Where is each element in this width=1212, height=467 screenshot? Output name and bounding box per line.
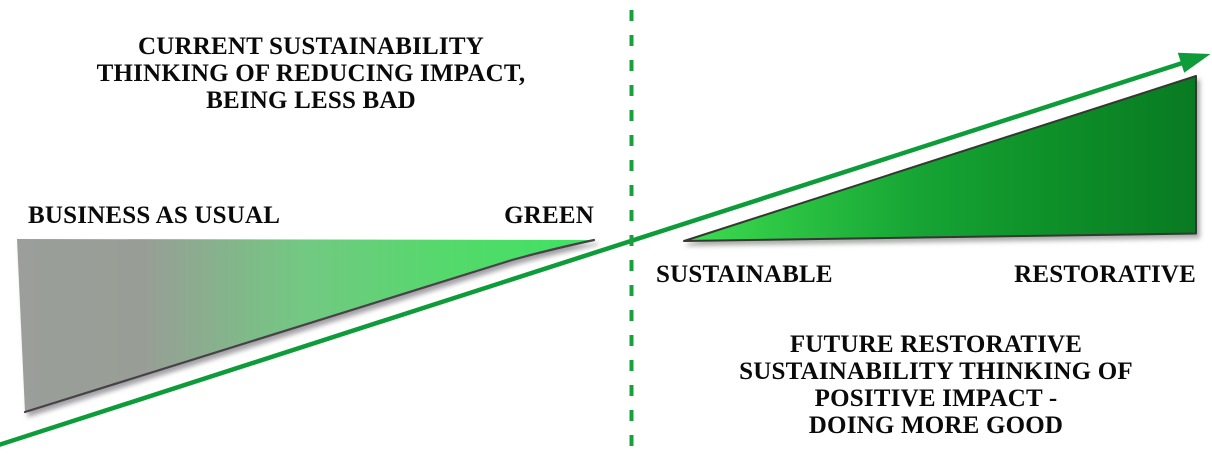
annotation-line: CURRENT SUSTAINABILITY <box>138 33 484 60</box>
green-label: GREEN <box>504 202 594 229</box>
annotation-line: BEING LESS BAD <box>206 87 416 114</box>
annotation-line: FUTURE RESTORATIVE <box>789 331 1083 358</box>
bau-wedge-shape <box>17 238 596 414</box>
restorative-triangle-fill <box>683 75 1197 242</box>
restorative-label: RESTORATIVE <box>1014 261 1196 288</box>
bau-wedge-border <box>23 238 596 414</box>
future-thinking-annotation: FUTURE RESTORATIVE SUSTAINABILITY THINKI… <box>736 331 1136 439</box>
sustainable-label: SUSTAINABLE <box>656 261 833 288</box>
current-thinking-annotation: CURRENT SUSTAINABILITY THINKING OF REDUC… <box>91 33 531 114</box>
restorative-triangle-shape <box>683 75 1197 242</box>
annotation-line: SUSTAINABILITY THINKING OF <box>739 358 1133 385</box>
growth-arrow-line <box>0 60 1185 447</box>
annotation-line: THINKING OF REDUCING IMPACT, <box>96 60 526 87</box>
arrowhead-icon <box>1177 52 1211 73</box>
annotation-line: POSITIVE IMPACT - <box>814 385 1058 412</box>
business-as-usual-label: BUSINESS AS USUAL <box>28 202 281 229</box>
growth-arrow <box>0 52 1211 447</box>
annotation-line: DOING MORE GOOD <box>808 412 1064 439</box>
